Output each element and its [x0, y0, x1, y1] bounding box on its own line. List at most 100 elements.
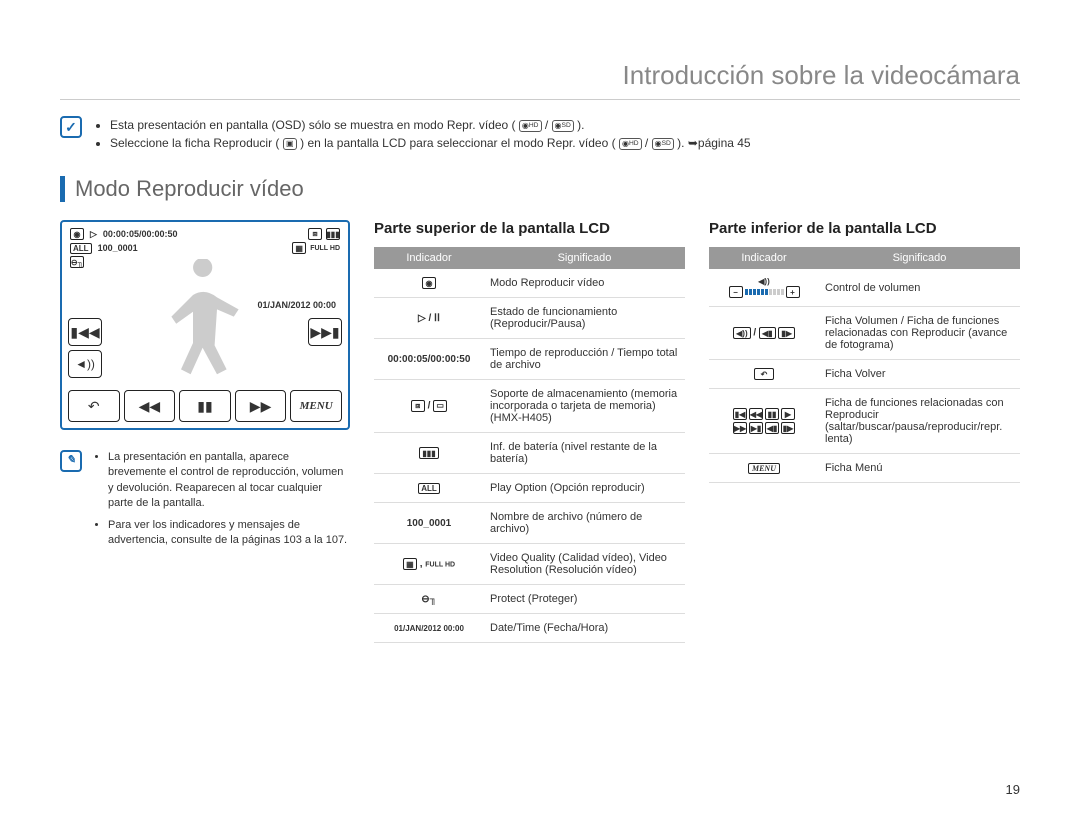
- mode-video-icon: ◉: [422, 277, 436, 289]
- table-row: ↶ Ficha Volver: [709, 360, 1020, 389]
- quality-icon: ▦: [403, 558, 417, 570]
- date-time-text: 01/JAN/2012 00:00: [374, 614, 484, 643]
- intro-text: ) en la pantalla LCD para seleccionar el…: [300, 136, 616, 150]
- table-row: ⧈ / ▭ Soporte de almacenamiento (memoria…: [374, 380, 685, 433]
- lcd-timestamp: 01/JAN/2012 00:00: [257, 300, 336, 310]
- table-row: ▮▮▮ Inf. de batería (nivel restante de l…: [374, 433, 685, 474]
- back-icon: ↶: [754, 368, 774, 380]
- bottom-indicators-table: Indicador Significado ◀)) − + Control de: [709, 247, 1020, 483]
- next-track-button[interactable]: ▶▶▮: [308, 318, 342, 346]
- col-meaning: Significado: [819, 247, 1020, 269]
- table-row: 01/JAN/2012 00:00 Date/Time (Fecha/Hora): [374, 614, 685, 643]
- row-desc: Protect (Proteger): [484, 585, 685, 614]
- bottom-table-heading: Parte inferior de la pantalla LCD: [709, 220, 1020, 237]
- all-badge: ALL: [70, 243, 92, 254]
- intro-text: Seleccione la ficha Reproducir (: [110, 136, 279, 150]
- volume-button[interactable]: ◄)): [68, 350, 102, 378]
- table-row: ALL Play Option (Opción reproducir): [374, 474, 685, 503]
- quality-icon: ▦: [292, 242, 306, 254]
- player-silhouette: [145, 259, 265, 379]
- play-pause-icon: ▷ / ⅠⅠ: [374, 298, 484, 339]
- note-2: Para ver los indicadores y mensajes de a…: [108, 518, 350, 549]
- row-desc: Control de volumen: [819, 269, 1020, 307]
- table-row: ◉ Modo Reproducir vídeo: [374, 269, 685, 298]
- battery-icon: ▮▮▮: [419, 447, 439, 459]
- page-number: 19: [1006, 782, 1020, 797]
- intro-block: ✓ Esta presentación en pantalla (OSD) só…: [60, 116, 1020, 152]
- frame-back-icon: ◀▮: [759, 327, 776, 339]
- forward-button[interactable]: ▶▶: [235, 390, 287, 422]
- protect-key-icon: ⊖╖: [421, 594, 436, 605]
- check-icon: ✓: [60, 116, 82, 138]
- row-desc: Date/Time (Fecha/Hora): [484, 614, 685, 643]
- intro-bullet-2: Seleccione la ficha Reproducir ( ▣ ) en …: [110, 134, 751, 152]
- frame-fwd-icon: ▮▶: [778, 327, 795, 339]
- row-desc: Ficha de funciones relacionadas con Repr…: [819, 389, 1020, 454]
- notes-block: ✎ La presentación en pantalla, aparece b…: [60, 450, 350, 554]
- top-table-heading: Parte superior de la pantalla LCD: [374, 220, 685, 237]
- play-tab-icon: ▣: [283, 138, 297, 150]
- full-hd-label: FULL HD: [425, 562, 455, 569]
- battery-icon: ▮▮▮: [326, 228, 340, 240]
- vol-icon: ◀)): [733, 327, 750, 339]
- top-indicators-table: Indicador Significado ◉ Modo Reproducir …: [374, 247, 685, 643]
- intro-text: Esta presentación en pantalla (OSD) sólo…: [110, 118, 516, 132]
- row-desc: Video Quality (Calidad vídeo), Video Res…: [484, 544, 685, 585]
- row-desc: Modo Reproducir vídeo: [484, 269, 685, 298]
- table-row: ◀)) − + Control de volumen: [709, 269, 1020, 307]
- row-desc: Ficha Volumen / Ficha de funciones relac…: [819, 307, 1020, 360]
- intro-bullet-1: Esta presentación en pantalla (OSD) sólo…: [110, 116, 751, 134]
- storage-internal-icon: ⧈: [411, 400, 425, 412]
- play-state-icon: ▷: [90, 229, 97, 240]
- protect-key-icon: ⊖╖: [70, 256, 84, 268]
- table-row: ◀)) / ◀▮ ▮▶ Ficha Volumen / Ficha de fun…: [709, 307, 1020, 360]
- row-desc: Tiempo de reproducción / Tiempo total de…: [484, 339, 685, 380]
- file-name: 100_0001: [98, 243, 138, 253]
- back-button[interactable]: ↶: [68, 390, 120, 422]
- sd-icon: ◉SD: [552, 120, 574, 132]
- vol-plus-icon: +: [786, 286, 800, 298]
- table-row: ▮◀◀◀▮▮▶ ▶▶▶▮◀▮▮▶ Ficha de funciones rela…: [709, 389, 1020, 454]
- row-desc: Nombre de archivo (número de archivo): [484, 503, 685, 544]
- all-icon: ALL: [418, 483, 440, 494]
- table-row: ▦ , FULL HD Video Quality (Calidad vídeo…: [374, 544, 685, 585]
- col-indicator: Indicador: [709, 247, 819, 269]
- intro-bullets: Esta presentación en pantalla (OSD) sólo…: [94, 116, 751, 152]
- col-meaning: Significado: [484, 247, 685, 269]
- hd-icon: ◉HD: [519, 120, 542, 132]
- intro-text: ).: [577, 118, 584, 132]
- hd-icon: ◉HD: [619, 138, 642, 150]
- table-row: ⊖╖ Protect (Proteger): [374, 585, 685, 614]
- section-heading: Modo Reproducir vídeo: [60, 176, 1020, 202]
- volume-bar: [745, 289, 784, 295]
- table-row: 00:00:05/00:00:50 Tiempo de reproducción…: [374, 339, 685, 380]
- table-row: 100_0001 Nombre de archivo (número de ar…: [374, 503, 685, 544]
- rewind-button[interactable]: ◀◀: [124, 390, 176, 422]
- row-desc: Estado de funcionamiento (Reproducir/Pau…: [484, 298, 685, 339]
- menu-button[interactable]: MENU: [290, 390, 342, 422]
- row-desc: Play Option (Opción reproducir): [484, 474, 685, 503]
- vol-minus-icon: −: [729, 286, 743, 298]
- lcd-mockup: ◉ ▷ 00:00:05/00:00:50 ⧈ ▮▮▮ ALL 100_0001…: [60, 220, 350, 430]
- sd-icon: ◉SD: [652, 138, 674, 150]
- note-icon: ✎: [60, 450, 82, 472]
- note-1: La presentación en pantalla, aparece bre…: [108, 450, 350, 512]
- row-desc: Inf. de batería (nivel restante de la ba…: [484, 433, 685, 474]
- prev-track-button[interactable]: ▮◀◀: [68, 318, 102, 346]
- table-row: MENU Ficha Menú: [709, 454, 1020, 483]
- full-hd-label: FULL HD: [310, 245, 340, 252]
- playback-controls-grid: ▮◀◀◀▮▮▶ ▶▶▶▮◀▮▮▶: [715, 408, 813, 434]
- file-number: 100_0001: [374, 503, 484, 544]
- row-desc: Soporte de almacenamiento (memoria incor…: [484, 380, 685, 433]
- row-desc: Ficha Volver: [819, 360, 1020, 389]
- pause-button[interactable]: ▮▮: [179, 390, 231, 422]
- table-row: ▷ / ⅠⅠ Estado de funcionamiento (Reprodu…: [374, 298, 685, 339]
- lcd-time: 00:00:05/00:00:50: [103, 229, 178, 239]
- mode-video-icon: ◉: [70, 228, 84, 240]
- row-desc: Ficha Menú: [819, 454, 1020, 483]
- col-indicator: Indicador: [374, 247, 484, 269]
- time-text: 00:00:05/00:00:50: [374, 339, 484, 380]
- intro-text: ). ➥página 45: [677, 136, 750, 150]
- page-title: Introducción sobre la videocámara: [60, 60, 1020, 100]
- storage-card-icon: ▭: [433, 400, 447, 412]
